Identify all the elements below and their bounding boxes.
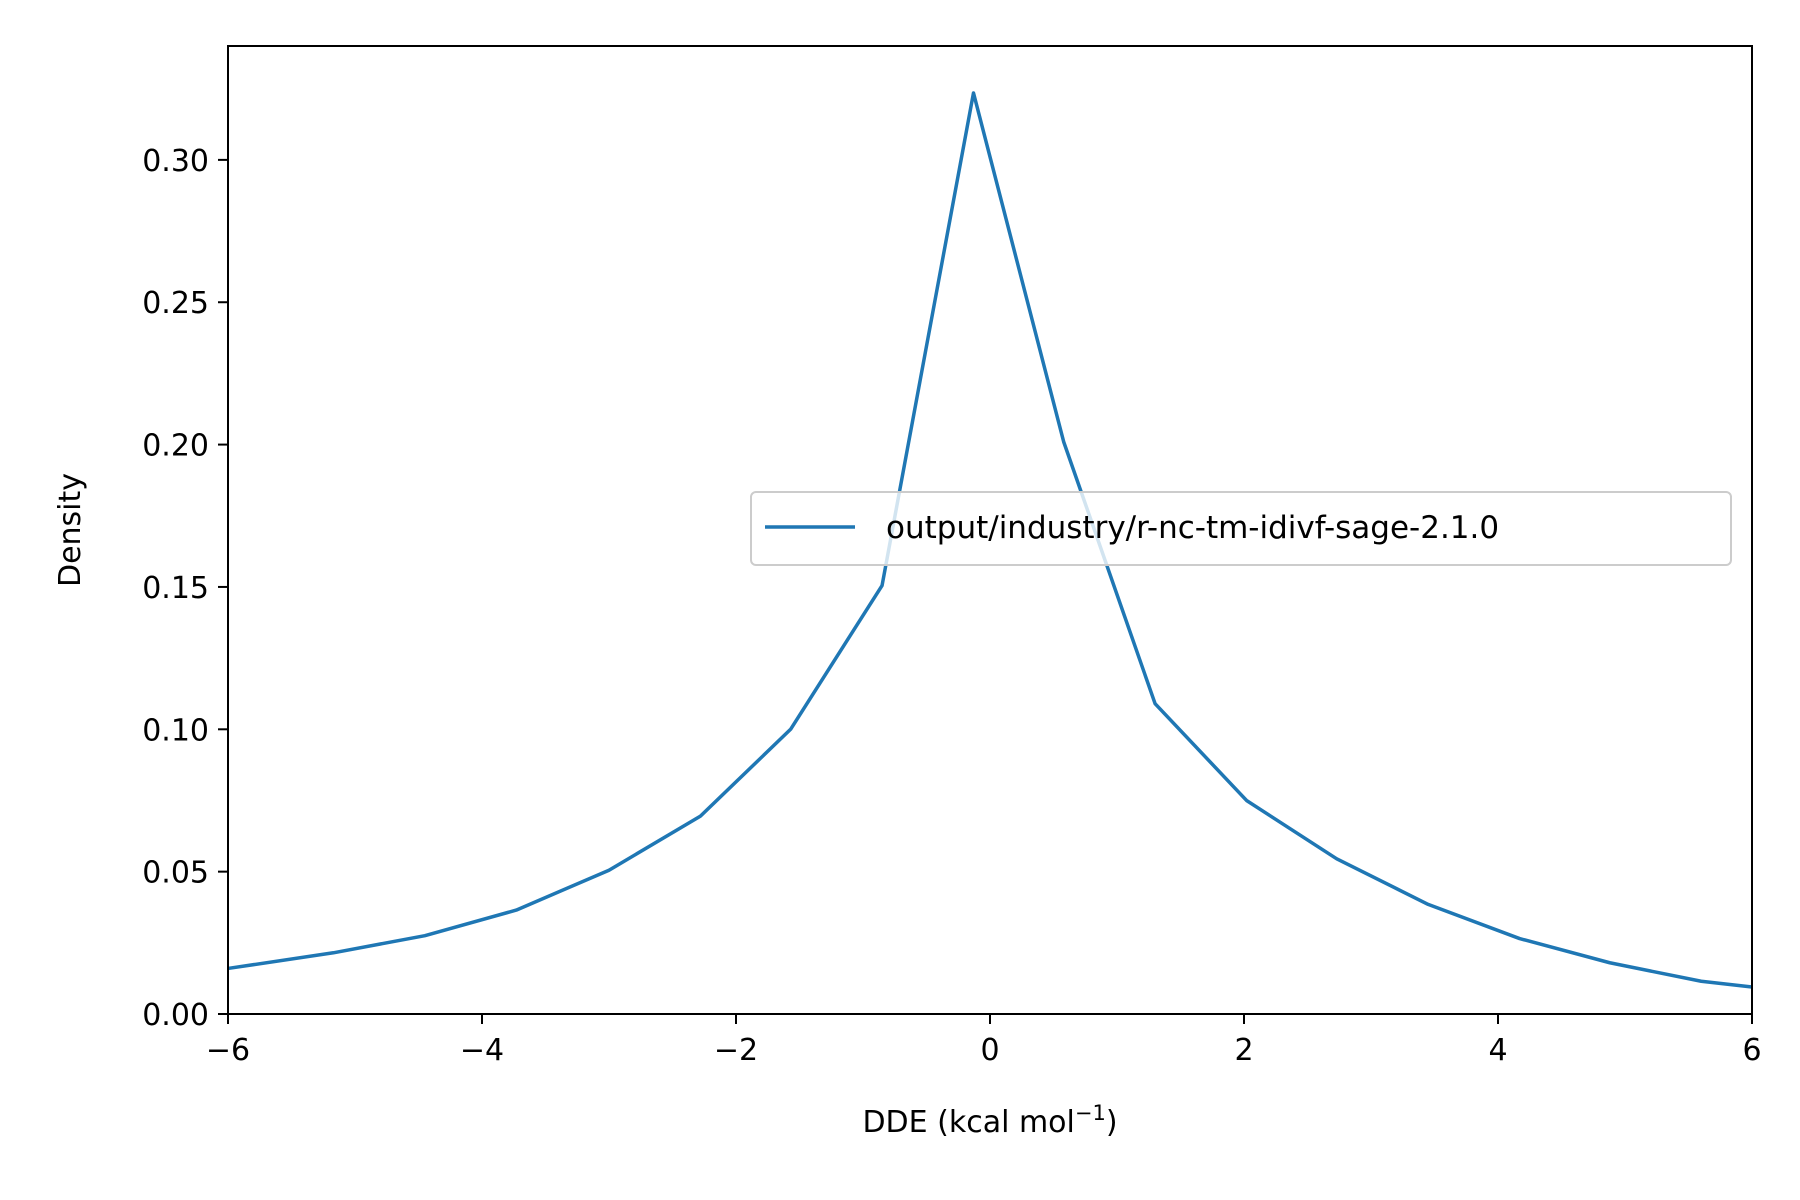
y-tick-label: 0.10 — [142, 713, 209, 748]
x-tick-label: 6 — [1742, 1033, 1761, 1068]
x-axis-label-superscript: −1 — [1075, 1101, 1106, 1125]
y-axis-label: Density — [53, 473, 88, 587]
y-tick-label: 0.15 — [142, 571, 209, 606]
x-tick-label: 0 — [980, 1033, 999, 1068]
y-tick-label: 0.05 — [142, 856, 209, 891]
y-tick-label: 0.25 — [142, 286, 209, 321]
y-axis-ticks: 0.00 0.05 0.10 0.15 0.20 0.25 0.30 — [142, 144, 228, 1033]
legend-label: output/industry/r-nc-tm-idivf-sage-2.1.0 — [886, 510, 1499, 546]
x-axis-ticks: −6 −4 −2 0 2 4 6 — [206, 1014, 1762, 1068]
x-axis-label-text: DDE (kcal mol — [862, 1105, 1074, 1140]
x-axis-label-suffix: ) — [1106, 1105, 1118, 1140]
series-layer — [227, 91, 1753, 989]
y-tick-label: 0.30 — [142, 144, 209, 179]
x-tick-label: −6 — [206, 1033, 250, 1068]
y-tick-label: 0.20 — [142, 429, 209, 464]
x-tick-label: 4 — [1488, 1033, 1507, 1068]
legend-box — [750, 491, 1732, 566]
plot-frame — [227, 45, 1753, 1015]
legend: output/industry/r-nc-tm-idivf-sage-2.1.0 — [750, 491, 1732, 566]
x-axis-label: DDE (kcal mol−1) — [862, 1101, 1117, 1140]
x-tick-label: −2 — [714, 1033, 758, 1068]
x-tick-label: 2 — [1234, 1033, 1253, 1068]
x-tick-label: −4 — [460, 1033, 504, 1068]
y-tick-label: 0.00 — [142, 998, 209, 1033]
series-line — [227, 91, 1753, 989]
